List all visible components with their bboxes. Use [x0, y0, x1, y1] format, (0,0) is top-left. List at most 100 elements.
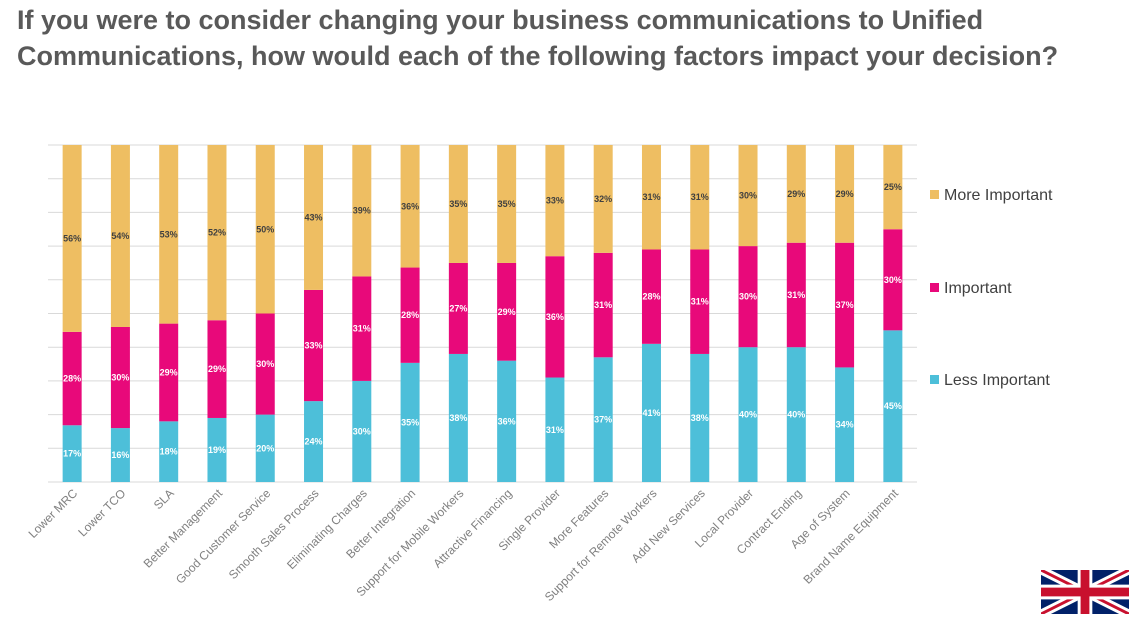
data-label: 36%	[401, 201, 419, 211]
bar-segment-more-important	[110, 145, 130, 327]
data-label: 17%	[63, 449, 81, 459]
bar-segment-important	[786, 242, 806, 348]
data-label: 16%	[111, 450, 129, 460]
data-label: 31%	[594, 300, 612, 310]
legend-label: More Important	[944, 187, 1053, 204]
bar-segment-important	[448, 262, 468, 354]
data-label: 30%	[739, 292, 757, 302]
data-label: 25%	[884, 182, 902, 192]
bar-segment-less-important	[255, 414, 275, 482]
bar-segment-less-important	[690, 353, 710, 482]
bar-segment-more-important	[641, 145, 661, 250]
data-label: 35%	[498, 199, 516, 209]
data-label: 35%	[401, 417, 419, 427]
data-label: 32%	[594, 194, 612, 204]
data-label: 18%	[160, 447, 178, 457]
data-label: 29%	[787, 189, 805, 199]
bar-segment-more-important	[448, 145, 468, 263]
bar-segment-important	[62, 331, 82, 426]
data-label: 29%	[836, 189, 854, 199]
data-label: 31%	[787, 290, 805, 300]
bar-segment-important	[593, 252, 613, 358]
category-label: Eliminating Charges	[284, 486, 370, 572]
bar-segment-more-important	[400, 145, 420, 268]
data-label: 33%	[305, 341, 323, 351]
data-label: 38%	[691, 413, 709, 423]
legend-label: Important	[944, 280, 1012, 297]
bar-segment-important	[304, 289, 324, 402]
data-label: 28%	[401, 310, 419, 320]
data-label: 19%	[208, 445, 226, 455]
data-label: 20%	[256, 443, 274, 453]
data-label: 30%	[111, 373, 129, 383]
bar-segment-more-important	[62, 145, 82, 332]
data-label: 45%	[884, 401, 902, 411]
data-label: 30%	[884, 275, 902, 285]
category-label: SLA	[151, 486, 177, 512]
bar-segment-less-important	[62, 425, 82, 482]
data-label: 31%	[353, 324, 371, 334]
category-label: Lower MRC	[26, 486, 81, 541]
bar-segment-important	[352, 276, 372, 381]
category-label: Good Customer Service	[173, 486, 274, 587]
bar-segment-important	[497, 262, 517, 361]
bar-segment-less-important	[159, 421, 179, 482]
data-label: 31%	[691, 297, 709, 307]
bar-segment-more-important	[304, 145, 324, 290]
data-label: 56%	[63, 233, 81, 243]
data-label: 29%	[208, 364, 226, 374]
bar-segment-less-important	[497, 360, 517, 482]
bar-segment-more-important	[835, 145, 855, 243]
bar-segment-more-important	[738, 145, 758, 247]
legend-swatch	[930, 283, 939, 292]
data-label: 38%	[449, 413, 467, 423]
bar-segment-more-important	[207, 145, 227, 321]
category-label: Lower TCO	[75, 486, 128, 539]
data-label: 39%	[353, 206, 371, 216]
bar-segment-less-important	[545, 377, 565, 482]
data-label: 54%	[111, 231, 129, 241]
data-label: 37%	[594, 415, 612, 425]
bar-segment-important	[690, 249, 710, 354]
bar-segment-less-important	[448, 353, 468, 482]
data-label: 36%	[498, 416, 516, 426]
data-label: 40%	[739, 410, 757, 420]
bar-segment-important	[400, 267, 420, 363]
bar-segment-important	[110, 326, 130, 429]
bar-segment-more-important	[593, 145, 613, 253]
bar-segment-more-important	[786, 145, 806, 243]
data-label: 33%	[546, 196, 564, 206]
data-label: 31%	[691, 192, 709, 202]
bar-segment-less-important	[738, 347, 758, 482]
legend-label: Less Important	[944, 372, 1050, 389]
data-label: 34%	[836, 420, 854, 430]
data-label: 53%	[160, 229, 178, 239]
data-label: 43%	[305, 212, 323, 222]
bar-segment-more-important	[545, 145, 565, 257]
bar-segment-more-important	[255, 145, 275, 314]
data-label: 36%	[546, 312, 564, 322]
bar-segment-more-important	[159, 145, 179, 324]
data-label: 27%	[449, 303, 467, 313]
category-label: Brand Name Equipment	[801, 486, 902, 587]
bar-segment-more-important	[883, 145, 903, 230]
data-label: 29%	[160, 367, 178, 377]
bar-segment-less-important	[304, 401, 324, 482]
bar-segment-less-important	[786, 347, 806, 482]
bar-segment-more-important	[352, 145, 372, 277]
bar-segment-less-important	[641, 343, 661, 482]
bar-segment-important	[883, 229, 903, 331]
data-label: 35%	[449, 199, 467, 209]
data-label: 40%	[787, 410, 805, 420]
data-label: 30%	[739, 191, 757, 201]
data-label: 31%	[642, 192, 660, 202]
data-label: 28%	[63, 374, 81, 384]
bar-segment-less-important	[593, 357, 613, 482]
data-label: 50%	[256, 224, 274, 234]
bar-segment-important	[641, 249, 661, 344]
bar-segment-less-important	[352, 380, 372, 482]
bar-segment-less-important	[883, 330, 903, 482]
data-label: 41%	[642, 408, 660, 418]
bar-segment-less-important	[110, 428, 130, 482]
